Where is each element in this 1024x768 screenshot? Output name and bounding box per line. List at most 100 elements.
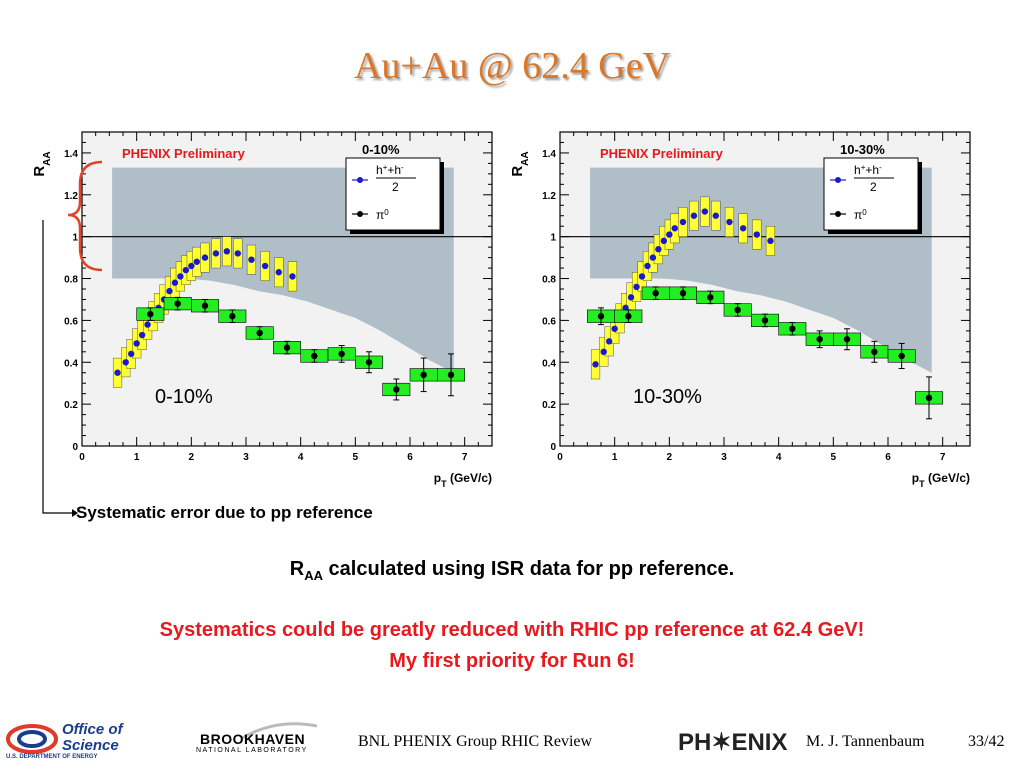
pi0-point — [338, 350, 345, 358]
pi0-point — [707, 294, 714, 301]
priority-note: My first priority for Run 6! — [389, 650, 635, 672]
bnl-logo-subtext: NATIONAL LABORATORY — [196, 747, 308, 754]
hadron-point — [701, 208, 709, 215]
raa-isr-text: calculated using ISR data for pp referen… — [323, 558, 735, 580]
pointer-arrowhead — [72, 509, 78, 517]
pi0-point — [283, 344, 291, 351]
phenix-logo: PH✶ENIX — [678, 729, 788, 756]
y-tick-label: 1.2 — [64, 191, 78, 202]
pi0-point — [365, 359, 373, 366]
footer-group: BNL PHENIX Group RHIC Review — [358, 733, 593, 750]
pi0-point — [597, 313, 605, 320]
hadron-point — [201, 254, 209, 261]
pi0-point — [256, 329, 263, 337]
y-tick-label: 0.2 — [542, 400, 556, 411]
legend-pi0-marker — [357, 211, 363, 217]
raa-subscript: AA — [304, 568, 323, 583]
hadron-point — [166, 287, 173, 295]
hadron-point — [133, 340, 140, 347]
y-axis-label: RAA — [509, 151, 531, 176]
hadron-point — [171, 279, 179, 286]
hadron-point — [193, 258, 200, 265]
hadron-point — [739, 225, 747, 232]
raa-isr-note: RAA calculated using ISR data for pp ref… — [0, 558, 1024, 583]
x-tick-label: 1 — [134, 452, 140, 463]
hadron-point — [690, 212, 698, 219]
hadron-point — [671, 225, 678, 232]
raa-symbol: R — [289, 558, 305, 580]
hadron-point — [122, 359, 129, 366]
pi0-point — [201, 302, 209, 309]
hadron-point — [138, 331, 146, 339]
systematic-error-note: Systematic error due to pp reference — [76, 503, 373, 522]
phenix-preliminary-label: PHENIX Preliminary — [122, 146, 246, 161]
y-tick-label: 1 — [550, 233, 556, 244]
pi0-point — [447, 371, 455, 379]
hadron-point — [606, 338, 613, 345]
footer-author: M. J. Tannenbaum — [806, 733, 925, 750]
systematics-note: Systematics could be greatly reduced wit… — [159, 619, 865, 641]
x-tick-label: 6 — [885, 452, 891, 463]
hadron-point — [753, 231, 760, 238]
x-tick-label: 6 — [407, 452, 413, 463]
y-tick-label: 0.6 — [542, 316, 556, 327]
pi0-point — [871, 348, 878, 355]
hadron-point — [660, 237, 668, 245]
x-tick-label: 5 — [353, 452, 359, 463]
legend-hadron-denominator: 2 — [392, 180, 399, 194]
raa-chart-midcentral: 0 1 2 3 4 5 6 7 0 0.2 0.4 0.6 0.8 1 1.2 1.4 RAA pT (GeV/c… — [509, 131, 971, 488]
pi0-point — [843, 336, 851, 343]
pi0-point — [229, 313, 236, 320]
hadron-point — [128, 350, 135, 358]
x-axis-label: pT (GeV/c) — [912, 471, 970, 488]
hadron-point — [633, 283, 640, 291]
y-tick-label: 0.8 — [542, 275, 556, 286]
hadron-point — [600, 348, 607, 355]
hadron-point — [289, 273, 296, 280]
curly-bracket — [67, 160, 103, 272]
x-tick-label: 4 — [298, 452, 304, 463]
y-tick-label: 0.2 — [64, 400, 78, 411]
hadron-point — [611, 325, 618, 332]
bnl-logo-text: BROOKHAVEN — [200, 731, 306, 747]
pi0-point — [420, 371, 427, 379]
y-tick-label: 1.4 — [64, 149, 78, 160]
hadron-point — [275, 269, 282, 276]
bnl-swoosh-icon — [241, 722, 318, 740]
pi0-point — [789, 325, 796, 332]
x-tick-label: 0 — [557, 452, 563, 463]
pi0-point — [311, 352, 318, 360]
pi0-point — [925, 394, 933, 402]
slide-title: Au+Au @ 62.4 GeV — [353, 45, 671, 87]
phenix-preliminary-label: PHENIX Preliminary — [600, 146, 724, 161]
x-tick-label: 4 — [776, 452, 782, 463]
legend-hadron-marker — [835, 177, 841, 183]
hadron-point — [655, 246, 662, 253]
hadron-point — [712, 212, 719, 219]
pi0-point — [816, 336, 823, 343]
x-tick-label: 2 — [189, 452, 195, 463]
hadron-point — [767, 237, 774, 245]
centrality-title: 10-30% — [840, 142, 885, 157]
legend-hadron-label: h++h- — [376, 163, 404, 178]
centrality-big-label: 10-30% — [633, 386, 702, 408]
pp-reference-bracket — [42, 160, 103, 517]
hadron-point — [644, 262, 651, 270]
pi0-point — [898, 352, 905, 360]
pi0-point — [174, 300, 181, 307]
legend-hadron-marker — [357, 177, 363, 183]
raa-chart-central: 0 1 2 3 4 5 6 7 0 0.2 0.4 0.6 0.8 1 1.2 1.4 RAA pT (GeV/c… — [31, 131, 493, 488]
y-tick-label: 1.4 — [542, 149, 556, 160]
legend-hadron-denominator: 2 — [870, 180, 877, 194]
y-tick-label: 0.6 — [64, 316, 78, 327]
pointer-line — [42, 220, 72, 514]
x-tick-label: 0 — [79, 452, 85, 463]
y-tick-label: 0 — [72, 442, 78, 453]
y-tick-label: 0.4 — [64, 358, 78, 369]
x-tick-label: 3 — [243, 452, 249, 463]
pi0-point — [679, 289, 687, 297]
legend-box — [345, 157, 441, 231]
doe-logo-icon — [6, 724, 58, 754]
hadron-point — [177, 273, 184, 280]
hadron-point — [114, 369, 121, 376]
